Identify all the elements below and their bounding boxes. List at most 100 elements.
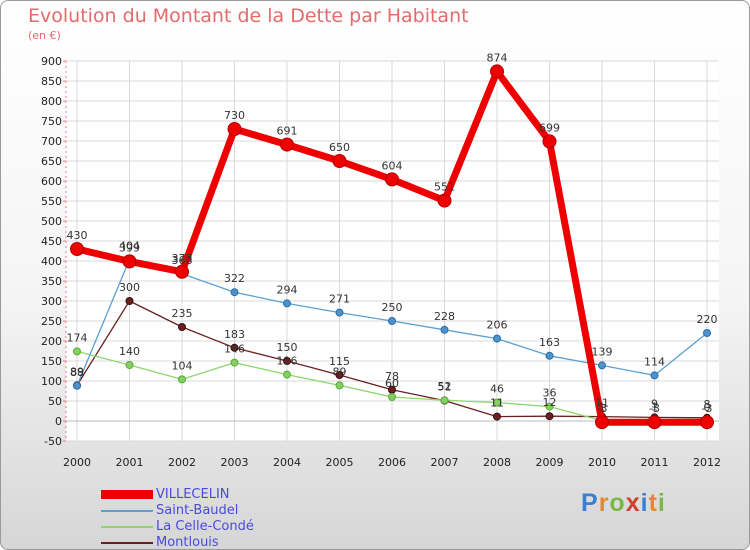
x-tick-label: 2003 <box>221 456 249 469</box>
data-point-la-celle-conde <box>335 381 344 390</box>
data-point-villecelin <box>70 242 84 256</box>
legend-item-la-celle-conde: La Celle-Condé <box>101 519 301 535</box>
data-label-la-celle-conde: 52 <box>438 380 452 393</box>
data-label-montlouis: 300 <box>119 281 140 294</box>
data-label-montlouis: 51 <box>438 381 452 394</box>
y-tick-label: 400 <box>41 255 62 268</box>
data-point-montlouis <box>178 323 186 331</box>
data-label-montlouis: 183 <box>224 328 245 341</box>
data-point-villecelin <box>122 254 137 269</box>
data-label-saint-baudel: 114 <box>644 355 665 368</box>
y-tick-label: 200 <box>41 335 62 348</box>
legend-item-montlouis: Montlouis <box>101 535 301 550</box>
data-point-la-celle-conde <box>388 393 396 401</box>
data-point-la-celle-conde <box>283 370 291 379</box>
y-tick-label: 50 <box>48 395 62 408</box>
data-point-villecelin <box>280 137 294 152</box>
data-label-montlouis: 89 <box>70 365 84 378</box>
logo-letter: i <box>640 489 649 517</box>
data-label-villecelin: -3 <box>702 402 713 415</box>
x-tick-label: 2004 <box>273 456 301 469</box>
chart-unit: (en €) <box>28 29 61 42</box>
data-point-montlouis <box>125 297 134 305</box>
data-label-montlouis: 11 <box>490 397 504 410</box>
data-label-villecelin: 604 <box>382 159 403 172</box>
y-tick-label: 700 <box>41 135 62 148</box>
x-tick-label: 2012 <box>693 456 721 469</box>
data-point-la-celle-conde <box>493 398 501 407</box>
data-label-la-celle-conde: 0 <box>704 401 711 414</box>
data-label-saint-baudel: 139 <box>592 345 613 358</box>
data-label-montlouis: 12 <box>543 396 557 409</box>
data-label-la-celle-conde: 104 <box>172 359 193 372</box>
data-label-montlouis: 235 <box>172 307 193 320</box>
legend: VILLECELIN Saint-Baudel La Celle-Condé M… <box>101 487 301 550</box>
data-point-montlouis <box>283 357 291 365</box>
data-label-la-celle-conde: 89 <box>333 365 347 378</box>
data-point-saint-baudel <box>230 288 239 297</box>
data-label-la-celle-conde: 1 <box>651 401 658 414</box>
data-point-villecelin <box>332 154 347 168</box>
x-tick-label: 2001 <box>116 456 144 469</box>
data-label-saint-baudel: 271 <box>329 293 350 306</box>
x-tick-label: 2000 <box>63 456 91 469</box>
chart-title: Evolution du Montant de la Dette par Hab… <box>28 5 469 27</box>
y-tick-label: 800 <box>41 95 62 108</box>
data-label-saint-baudel: 250 <box>382 301 403 314</box>
y-tick-label: 250 <box>41 315 62 328</box>
y-tick-label: 750 <box>41 115 62 128</box>
data-label-montlouis: 115 <box>329 355 350 368</box>
data-label-montlouis: 150 <box>277 341 298 354</box>
data-label-saint-baudel: 206 <box>487 319 508 332</box>
data-point-saint-baudel <box>440 325 449 334</box>
legend-label: VILLECELIN <box>156 487 230 502</box>
x-tick-label: 2009 <box>536 456 564 469</box>
data-point-villecelin <box>385 172 399 187</box>
data-label-saint-baudel: 404 <box>119 239 140 252</box>
data-label-montlouis: 11 <box>595 397 609 410</box>
data-label-la-celle-conde: 36 <box>543 387 557 400</box>
x-tick-label: 2005 <box>326 456 354 469</box>
data-label-villecelin: 699 <box>539 121 560 134</box>
legend-label: La Celle-Condé <box>156 519 254 534</box>
logo-letter: i <box>657 489 666 517</box>
data-label-villecelin: 551 <box>434 181 455 194</box>
data-label-la-celle-conde: 140 <box>119 345 140 358</box>
data-point-villecelin <box>175 264 189 279</box>
data-label-la-celle-conde: 46 <box>490 383 504 396</box>
logo-letter: x <box>625 489 641 517</box>
data-label-montlouis: 8 <box>704 398 711 411</box>
y-tick-label: 850 <box>41 75 62 88</box>
data-label-saint-baudel: 88 <box>70 366 84 379</box>
data-point-saint-baudel <box>545 351 554 360</box>
data-label-villecelin: 373 <box>172 252 193 265</box>
y-tick-label: 550 <box>41 195 62 208</box>
y-tick-label: 500 <box>41 215 62 228</box>
legend-label: Saint-Baudel <box>156 503 239 518</box>
y-tick-label: -50 <box>44 435 62 448</box>
data-point-saint-baudel <box>703 329 711 337</box>
data-label-la-celle-conde: 174 <box>67 331 88 344</box>
logo-letter: P <box>581 489 599 517</box>
y-tick-label: 150 <box>41 355 62 368</box>
y-tick-label: 0 <box>55 415 62 428</box>
data-point-villecelin <box>490 64 504 79</box>
legend-label: Montlouis <box>156 535 219 550</box>
legend-swatch <box>101 542 153 544</box>
data-point-montlouis <box>335 371 344 379</box>
x-tick-label: 2007 <box>431 456 459 469</box>
data-point-villecelin <box>437 193 452 208</box>
data-label-villecelin: -3 <box>649 402 660 415</box>
data-label-la-celle-conde: 1 <box>599 401 606 414</box>
data-point-saint-baudel <box>493 334 501 343</box>
data-label-montlouis: 78 <box>385 370 399 383</box>
data-label-saint-baudel: 220 <box>697 313 718 326</box>
data-point-saint-baudel <box>283 299 291 308</box>
data-label-saint-baudel: 368 <box>172 254 193 267</box>
logo-letter: o <box>609 489 626 517</box>
data-label-villecelin: 650 <box>329 141 350 154</box>
data-point-la-celle-conde <box>230 358 239 367</box>
y-tick-label: 450 <box>41 235 62 248</box>
data-point-saint-baudel <box>388 317 396 325</box>
